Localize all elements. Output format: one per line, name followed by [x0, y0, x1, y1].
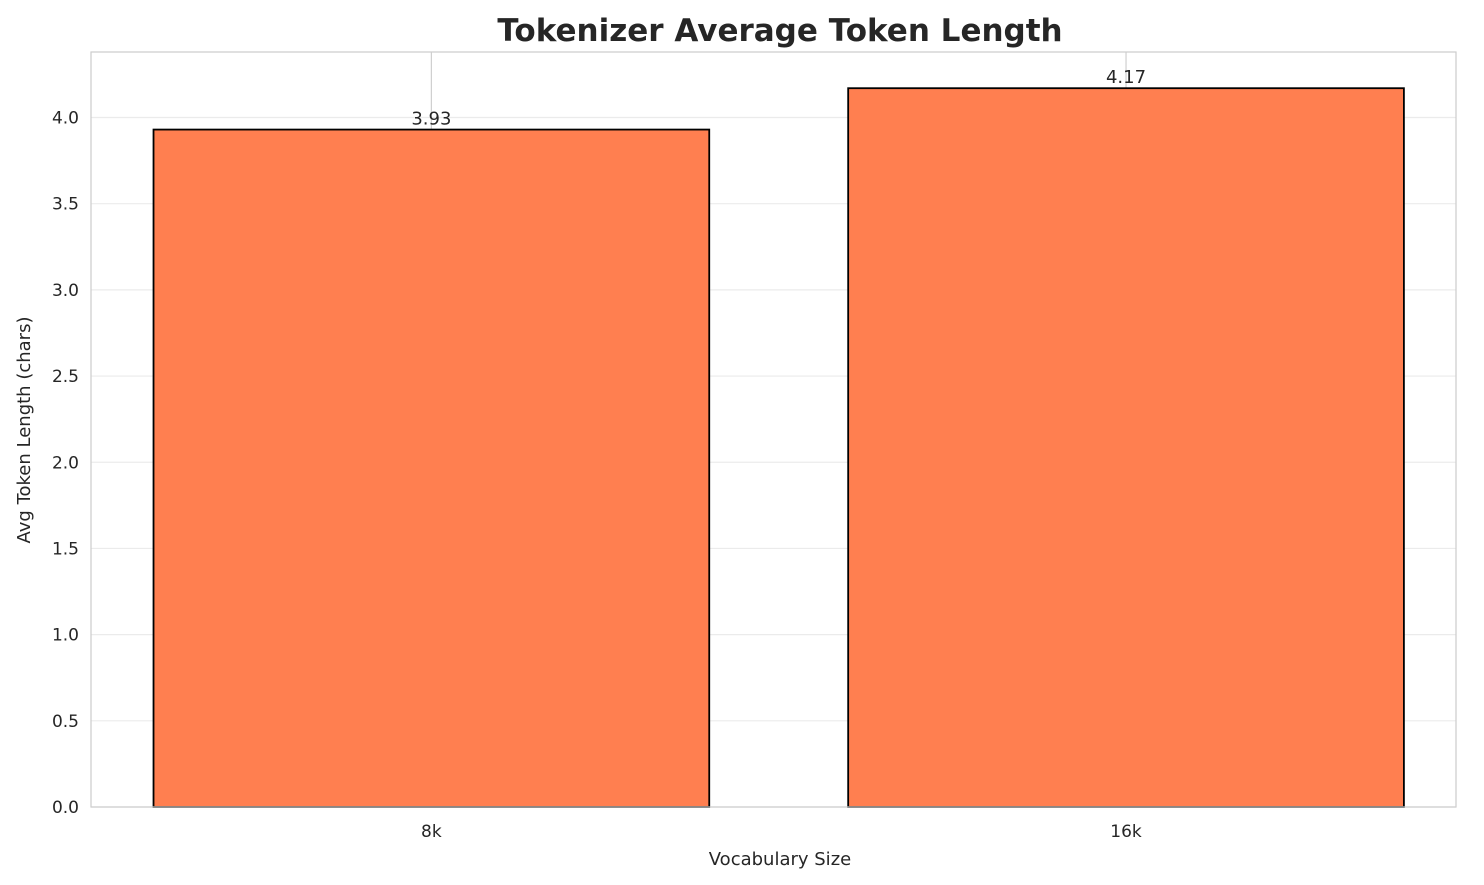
y-tick-label: 1.5	[52, 539, 79, 559]
y-tick-label: 3.0	[52, 281, 79, 301]
data-label: 3.93	[411, 109, 451, 130]
chart-title: Tokenizer Average Token Length	[497, 13, 1062, 49]
x-tick-label: 8k	[421, 822, 442, 842]
bar-8k	[152, 128, 711, 808]
y-tick-label: 2.0	[52, 453, 79, 473]
y-tick-label: 0.0	[52, 798, 79, 818]
y-axis-label: Avg Token Length (chars)	[14, 317, 35, 544]
y-tick-label: 3.5	[52, 195, 79, 215]
data-label: 4.17	[1106, 67, 1146, 88]
x-axis-label: Vocabulary Size	[709, 849, 851, 870]
bar-16k	[847, 87, 1405, 808]
y-tick-label: 2.5	[52, 367, 79, 387]
y-tick-label: 1.0	[52, 626, 79, 646]
plot-frame	[90, 51, 1457, 808]
y-tick-label: 4.0	[52, 109, 79, 129]
y-tick-label: 0.5	[52, 712, 79, 732]
x-tick-label: 16k	[1110, 822, 1142, 842]
